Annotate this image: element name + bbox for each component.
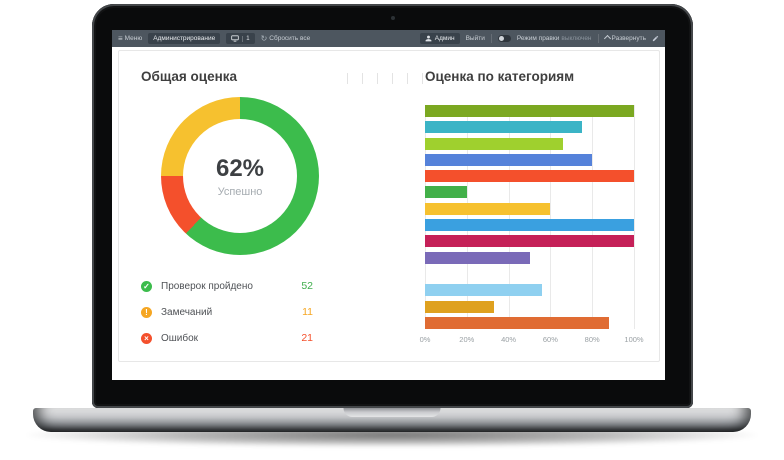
legend-row: × Ошибок 21 <box>141 325 313 351</box>
gridline <box>508 105 510 329</box>
top-navbar: ≡ Меню Администрирование 1 ↻ Сбросить вс… <box>112 30 665 47</box>
bar-row <box>425 186 634 199</box>
bar-row <box>425 105 634 117</box>
faint-gridline-ticks <box>347 73 423 84</box>
bar-row <box>425 251 634 264</box>
category-bar-chart <box>425 105 635 329</box>
user-label: Админ <box>434 35 455 42</box>
divider <box>597 34 599 43</box>
donut-center: 62% Успешно <box>183 119 297 233</box>
legend-label: Ошибок <box>161 332 199 344</box>
laptop-base-notch <box>343 408 441 417</box>
pencil-icon[interactable] <box>652 35 659 42</box>
axis-tick-label: 60% <box>542 335 558 344</box>
bar-chart-x-axis: 0% 20% 40% 60% 80% 100% <box>420 335 644 345</box>
overall-percent: 62% <box>215 154 265 182</box>
hamburger-icon: ≡ <box>118 33 123 43</box>
check-circle-icon: ✓ <box>141 280 152 292</box>
bar-row <box>425 284 634 297</box>
category-bar <box>425 137 563 150</box>
laptop-screen-bezel: ≡ Меню Администрирование 1 ↻ Сбросить вс… <box>92 4 693 408</box>
category-bar <box>425 202 551 215</box>
legend-value: 21 <box>301 332 313 344</box>
overall-donut-chart: 62% Успешно <box>161 97 319 255</box>
category-bar <box>425 153 593 166</box>
category-bar <box>425 284 543 297</box>
axis-tick-label: 40% <box>501 335 517 344</box>
category-bar <box>425 300 494 313</box>
edit-mode-state: выключен <box>561 35 592 42</box>
axis-tick-label: 20% <box>459 335 475 344</box>
bar-row <box>425 300 634 313</box>
category-bar <box>425 186 467 199</box>
overall-legend: ✓ Проверок пройдено 52! Замечаний 11 × Ошибок 2… <box>141 273 313 351</box>
axis-tick-label: 0% <box>419 335 431 344</box>
category-bar <box>425 121 582 134</box>
bar-row <box>425 137 634 150</box>
legend-value: 52 <box>301 280 313 292</box>
monitor-icon <box>231 35 239 42</box>
menu-button[interactable]: ≡ Меню <box>118 33 143 43</box>
category-bar <box>425 251 530 264</box>
administration-label: Администрирование <box>153 35 216 42</box>
overall-percent-caption: Успешно <box>217 185 263 198</box>
bar-row <box>425 235 634 248</box>
logout-button[interactable]: Выйти <box>466 35 485 42</box>
app-screen: ≡ Меню Администрирование 1 ↻ Сбросить вс… <box>112 30 665 380</box>
legend-value: 11 <box>302 306 313 318</box>
expand-label: Развернуть <box>611 35 646 42</box>
gridline <box>550 105 552 329</box>
refresh-icon: ↻ <box>260 33 268 43</box>
gridline <box>425 105 426 329</box>
laptop-base <box>33 408 751 432</box>
bar-row <box>425 202 634 215</box>
edit-mode-label: Режим правки <box>516 35 560 42</box>
reset-all-button[interactable]: ↻ Сбросить все <box>260 33 311 43</box>
axis-tick-label: 80% <box>584 335 600 344</box>
bar-row <box>425 153 634 166</box>
legend-row: ✓ Проверок пройдено 52 <box>141 273 313 299</box>
logout-label: Выйти <box>465 35 485 42</box>
user-icon <box>425 35 432 42</box>
gridline <box>466 105 468 329</box>
gridline <box>592 105 594 329</box>
reset-all-label: Сбросить все <box>269 35 311 42</box>
webcam-icon <box>390 16 395 20</box>
navbar-right-group: Админ Выйти Режим правки выключен Развер <box>419 33 659 44</box>
legend-label: Проверок пройдено <box>161 280 253 292</box>
warning-circle-icon: ! <box>141 306 152 318</box>
edit-mode-toggle[interactable] <box>497 35 511 42</box>
legend-label: Замечаний <box>161 306 213 318</box>
legend-row: ! Замечаний 11 <box>141 299 313 325</box>
administration-button[interactable]: Администрирование <box>148 33 221 44</box>
axis-tick-label: 100% <box>624 335 644 344</box>
menu-label: Меню <box>124 35 143 42</box>
error-circle-icon: × <box>141 332 152 344</box>
category-bar <box>425 219 634 232</box>
expand-button[interactable]: Развернуть <box>603 34 646 43</box>
overall-score-title: Общая оценка <box>141 69 238 84</box>
category-bar <box>425 170 634 183</box>
gridline <box>634 105 635 329</box>
divider <box>490 34 492 43</box>
chevron-up-icon <box>603 34 611 43</box>
category-bar <box>425 316 609 329</box>
dashboard-card: Общая оценка Оценка по категориям 62% Ус… <box>118 50 660 362</box>
bar-row <box>425 316 634 329</box>
bar-row <box>425 121 634 134</box>
bar-row <box>425 268 634 280</box>
apps-badge: 1 <box>242 35 250 42</box>
bar-row <box>425 170 634 183</box>
category-bar <box>425 105 634 117</box>
user-button[interactable]: Админ <box>419 33 460 44</box>
category-bar <box>425 235 634 248</box>
edit-mode-text: Режим правки выключен <box>517 35 592 42</box>
bar-row <box>425 219 634 232</box>
category-score-title: Оценка по категориям <box>425 69 575 84</box>
apps-button[interactable]: 1 <box>226 33 255 44</box>
